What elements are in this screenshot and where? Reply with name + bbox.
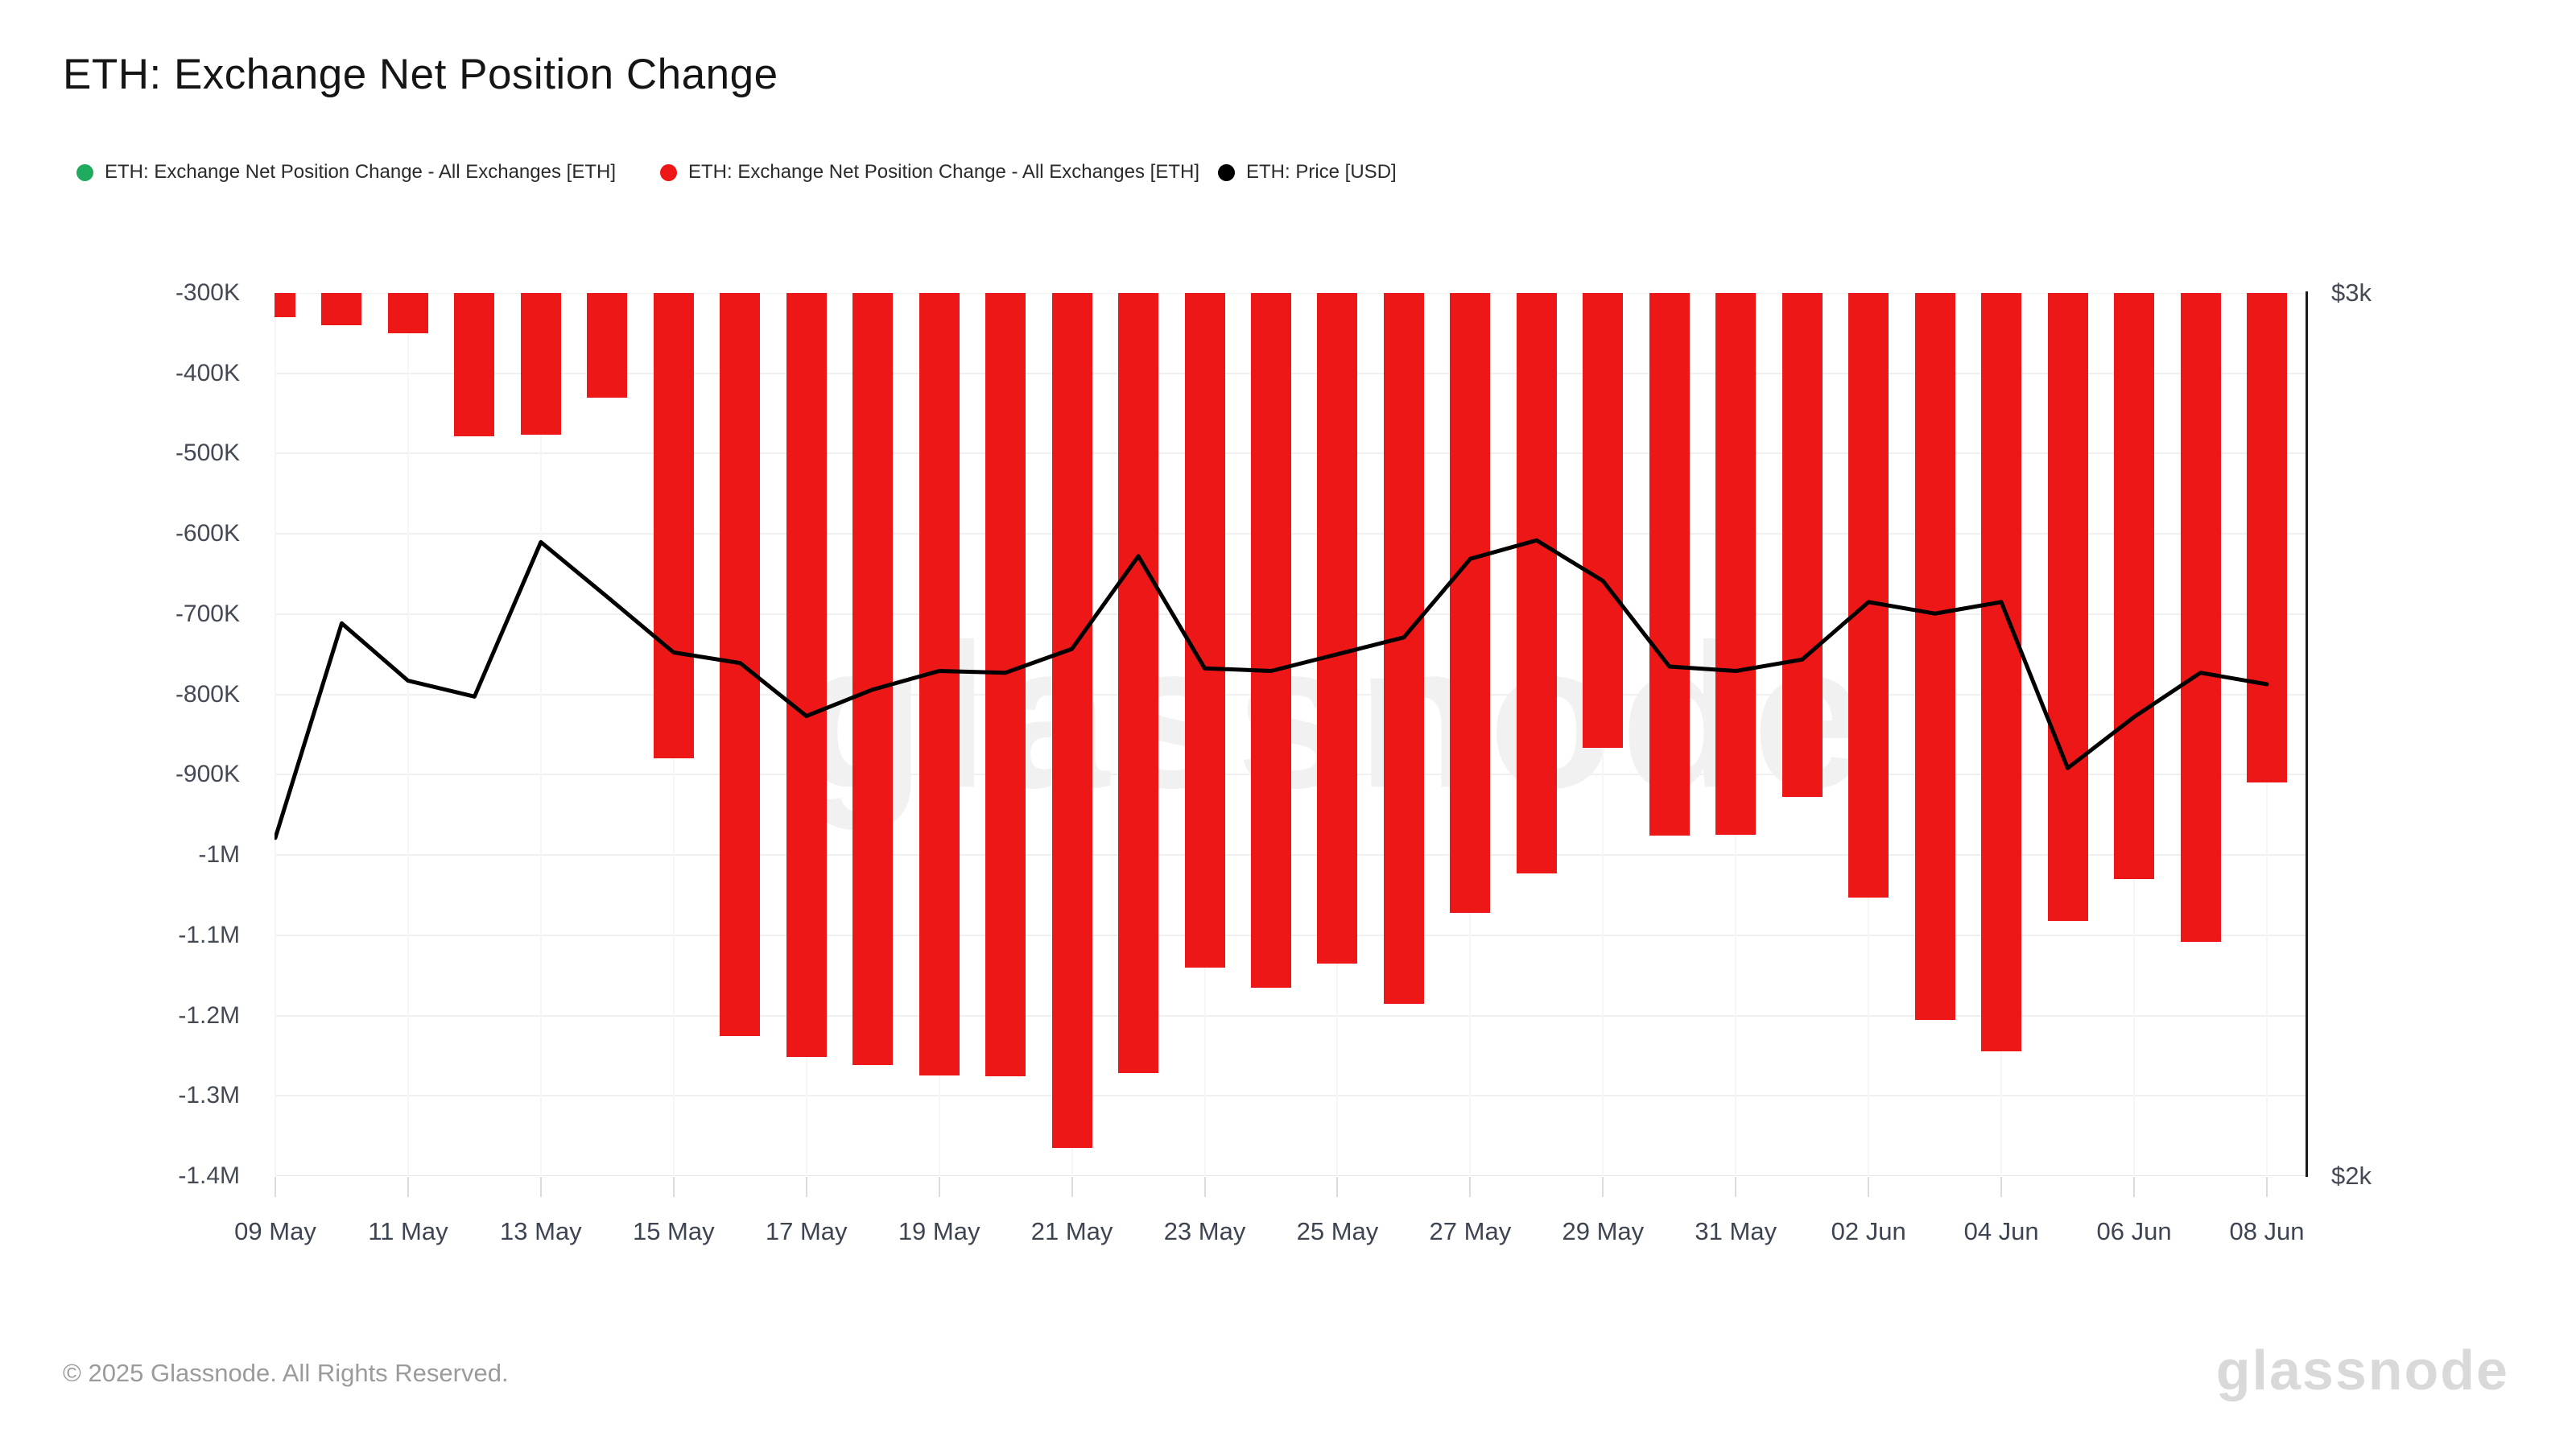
x-axis-tick-label: 08 Jun bbox=[2229, 1217, 2305, 1245]
y-axis-tick-label: -700K bbox=[175, 600, 240, 627]
y-axis-tick-label: -1.1M bbox=[178, 921, 240, 948]
bar bbox=[786, 293, 827, 1058]
x-axis-tick bbox=[805, 1177, 807, 1197]
x-axis-tick bbox=[1868, 1177, 1870, 1197]
page-title: ETH: Exchange Net Position Change bbox=[63, 51, 778, 98]
x-axis-tick-label: 29 May bbox=[1562, 1217, 1645, 1245]
legend-item-net-position-negative[interactable]: ETH: Exchange Net Position Change - All … bbox=[660, 161, 1199, 184]
y-axis-tick-label: -500K bbox=[175, 440, 240, 467]
legend-label: ETH: Exchange Net Position Change - All … bbox=[105, 161, 616, 183]
bar bbox=[1848, 293, 1889, 898]
x-axis-tick bbox=[1735, 1177, 1737, 1197]
x-axis-tick bbox=[1203, 1177, 1206, 1197]
bar bbox=[2114, 293, 2155, 879]
x-axis-tick bbox=[407, 1177, 409, 1197]
bar bbox=[1051, 293, 1092, 1149]
bar bbox=[2047, 293, 2088, 921]
x-axis-tick-label: 09 May bbox=[234, 1217, 316, 1245]
bar bbox=[852, 293, 894, 1066]
x-axis-tick-label: 19 May bbox=[898, 1217, 980, 1245]
y-axis-tick-label: -900K bbox=[175, 761, 240, 788]
bar bbox=[587, 293, 628, 398]
bar bbox=[1715, 293, 1757, 836]
bar bbox=[1583, 293, 1624, 748]
bar bbox=[1781, 293, 1823, 798]
y-axis-tick-label: -1.2M bbox=[178, 1001, 240, 1029]
bar bbox=[1118, 293, 1159, 1074]
bar bbox=[1450, 293, 1491, 913]
bar bbox=[275, 293, 295, 317]
bar bbox=[520, 293, 561, 435]
copyright-text: © 2025 Glassnode. All Rights Reserved. bbox=[63, 1359, 509, 1387]
x-axis-tick-label: 27 May bbox=[1429, 1217, 1512, 1245]
bar bbox=[720, 293, 761, 1036]
bar bbox=[985, 293, 1026, 1077]
x-axis-tick bbox=[1336, 1177, 1339, 1197]
bar bbox=[387, 293, 428, 333]
price-axis-line bbox=[2306, 291, 2308, 1177]
y-axis-tick-label: -600K bbox=[175, 520, 240, 547]
glassnode-logo: glassnode bbox=[2215, 1339, 2509, 1402]
gridline-vertical bbox=[275, 293, 276, 1176]
legend-dot-green-icon bbox=[76, 163, 93, 181]
bar bbox=[1383, 293, 1424, 1004]
plot-area bbox=[275, 293, 2306, 1176]
legend-dot-red-icon bbox=[660, 163, 677, 181]
x-axis-tick bbox=[1071, 1177, 1073, 1197]
bar bbox=[1981, 293, 2022, 1052]
x-axis-tick bbox=[1602, 1177, 1604, 1197]
x-axis-tick-label: 31 May bbox=[1695, 1217, 1777, 1245]
bar bbox=[1914, 293, 1955, 1020]
legend-item-net-position-positive[interactable]: ETH: Exchange Net Position Change - All … bbox=[76, 161, 616, 184]
gridline-horizontal bbox=[275, 1175, 2306, 1176]
x-axis-tick-label: 17 May bbox=[765, 1217, 848, 1245]
gridline-horizontal bbox=[275, 1095, 2306, 1097]
y-axis-tick-label: -800K bbox=[175, 680, 240, 708]
y-axis-tick-label: -400K bbox=[175, 359, 240, 386]
y-axis-tick-label: -300K bbox=[175, 279, 240, 306]
bar bbox=[454, 293, 495, 436]
gridline-vertical bbox=[407, 293, 409, 1176]
x-axis-tick-label: 02 Jun bbox=[1831, 1217, 1906, 1245]
price-axis-tick-label: $3k bbox=[2331, 279, 2372, 307]
x-axis-tick-label: 15 May bbox=[632, 1217, 715, 1245]
legend-label: ETH: Price [USD] bbox=[1246, 161, 1397, 183]
x-axis-tick-label: 04 Jun bbox=[1963, 1217, 2039, 1245]
bar bbox=[2247, 293, 2287, 783]
x-axis-tick bbox=[1469, 1177, 1472, 1197]
x-axis-tick-label: 11 May bbox=[368, 1217, 448, 1245]
x-axis-tick bbox=[938, 1177, 940, 1197]
bar bbox=[653, 293, 694, 759]
bar bbox=[321, 293, 362, 325]
x-axis-tick-label: 21 May bbox=[1030, 1217, 1113, 1245]
gridline-horizontal bbox=[275, 1014, 2306, 1017]
bar bbox=[2180, 293, 2221, 942]
x-axis-tick bbox=[539, 1177, 542, 1197]
x-axis-tick bbox=[672, 1177, 675, 1197]
x-axis-tick bbox=[275, 1177, 276, 1197]
x-axis-tick bbox=[2000, 1177, 2003, 1197]
y-axis-tick-label: -1.4M bbox=[178, 1162, 240, 1189]
bar bbox=[919, 293, 960, 1076]
price-axis-tick-label: $2k bbox=[2331, 1162, 2372, 1190]
bar bbox=[1317, 293, 1358, 964]
legend-label: ETH: Exchange Net Position Change - All … bbox=[688, 161, 1199, 183]
x-axis-tick-label: 06 Jun bbox=[2096, 1217, 2172, 1245]
x-axis-tick-label: 23 May bbox=[1163, 1217, 1246, 1245]
bar bbox=[1251, 293, 1291, 988]
x-axis-tick-label: 13 May bbox=[500, 1217, 582, 1245]
bar bbox=[1184, 293, 1225, 968]
bar bbox=[1516, 293, 1557, 873]
legend-dot-black-icon bbox=[1218, 163, 1235, 181]
x-axis-tick-label: 25 May bbox=[1296, 1217, 1379, 1245]
x-axis-tick bbox=[2133, 1177, 2136, 1197]
y-axis-tick-label: -1.3M bbox=[178, 1082, 240, 1109]
bar bbox=[1649, 293, 1690, 836]
y-axis-tick-label: -1M bbox=[198, 841, 240, 869]
x-axis-tick bbox=[2266, 1177, 2268, 1197]
legend-item-price[interactable]: ETH: Price [USD] bbox=[1218, 161, 1397, 184]
